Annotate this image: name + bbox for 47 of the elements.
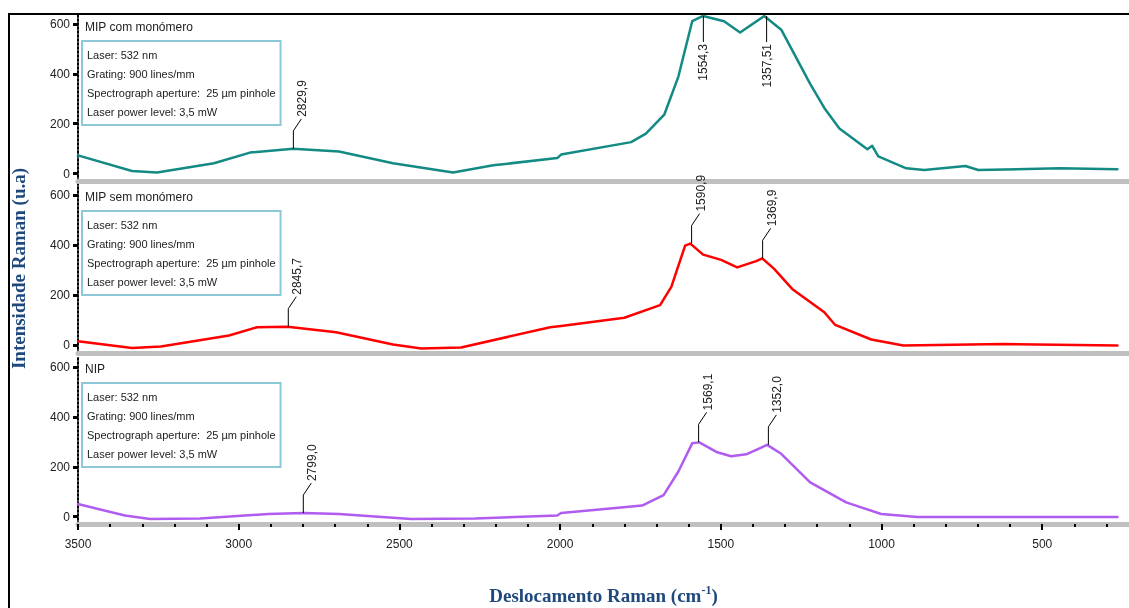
annotation: Laser power level: 3,5 mW [87,275,218,288]
y-tick-label: 200 [49,116,71,131]
annotation: 2845,7 [290,257,305,295]
y-tick-label: 400 [49,66,71,81]
y-tick-label: 400 [49,238,71,253]
y-tick-label: 400 [49,409,71,424]
annotation: Laser power level: 3,5 mW [87,105,218,118]
annotation: Grating: 900 lines/mm [87,237,195,250]
y-tick-label: 0 [63,166,71,181]
annotation: Laser: 532 nm [87,218,158,231]
line-series [76,14,1119,174]
x-tick-label: 500 [1032,537,1053,551]
annotation: 2829,9 [295,79,310,117]
annotation: 1352,0 [770,375,785,413]
annotation: 1554,3 [696,43,711,81]
x-tick-label: 3000 [225,537,253,551]
y-tick-label: 600 [49,188,71,203]
x-tick-label: 2000 [546,537,574,551]
annotation: Laser power level: 3,5 mW [87,447,218,460]
annotation: Spectrograph aperture: 25 µm pinhole [87,86,276,99]
y-tick-label: 0 [63,338,71,353]
text: NIP [85,362,106,376]
y-tick-label: 0 [63,509,71,524]
y-tick-label: 600 [49,16,71,31]
y-axis-title: Intensidade Raman (u.a) [8,167,30,370]
annotation: 1569,1 [700,373,715,411]
text: MIP com monómero [85,20,194,34]
annotation: Laser: 532 nm [87,390,158,403]
annotation: Grating: 900 lines/mm [87,409,195,422]
annotation: 2799,0 [305,444,320,482]
annotation: Laser: 532 nm [87,48,158,61]
x-tick-label: 3500 [64,537,92,551]
annotation: Spectrograph aperture: 25 µm pinhole [87,428,276,441]
line-series [76,242,1119,350]
text: MIP sem monómero [85,190,194,204]
x-tick-label: 2500 [386,537,414,551]
x-tick-label: 1000 [868,537,896,551]
y-tick-label: 200 [49,459,71,474]
annotation: 1357,51 [759,43,774,88]
x-tick-label: 1500 [707,537,735,551]
y-tick-label: 200 [49,288,71,303]
annotation: 1590,9 [693,174,708,212]
y-tick-label: 600 [49,360,71,375]
line-series [76,441,1119,521]
annotation: Spectrograph aperture: 25 µm pinhole [87,256,276,269]
annotation: 1369,9 [764,189,779,227]
annotation: Grating: 900 lines/mm [87,67,195,80]
